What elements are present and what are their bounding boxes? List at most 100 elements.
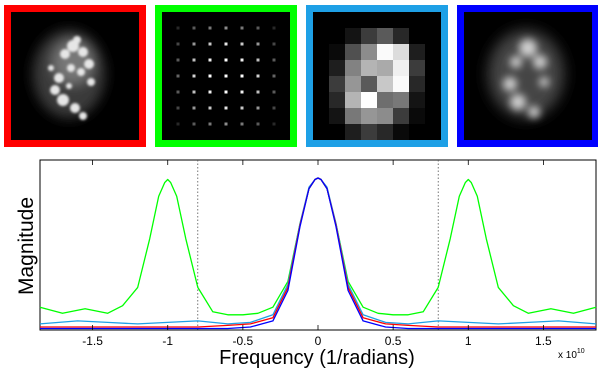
pixel-block — [425, 92, 441, 108]
grid-dot — [224, 26, 228, 30]
x-tick-label: -0.5 — [233, 334, 254, 348]
pixel-block — [409, 60, 425, 76]
x-tick-label: 0 — [315, 334, 322, 348]
pixel-block — [377, 92, 393, 108]
pixel-block — [377, 44, 393, 60]
grid-dot — [224, 90, 228, 94]
pixel-block — [345, 60, 361, 76]
grid-dot — [208, 58, 212, 62]
grid-dot — [272, 106, 276, 110]
pixel-block — [409, 76, 425, 92]
grid-dot — [256, 74, 260, 78]
x-tick-label: 0.5 — [385, 334, 402, 348]
pixel-block — [377, 12, 393, 28]
pixel-block — [393, 44, 409, 60]
original-image-panel — [4, 5, 146, 147]
grid-dot — [256, 58, 260, 62]
pixel-block — [345, 28, 361, 44]
grid-dot — [176, 106, 180, 110]
pixel-block — [345, 76, 361, 92]
grid-dot — [224, 74, 228, 78]
grid-dot — [240, 122, 244, 126]
pixel-block — [313, 108, 329, 124]
x-ticks: -1.5 -1 -0.5 0 0.5 1 1.5 — [82, 160, 552, 348]
pixel-block — [345, 124, 361, 140]
grid-dot — [176, 122, 180, 126]
sampling-grid — [162, 12, 290, 140]
x-multiplier: x 1010 — [558, 348, 585, 361]
pixel-block — [377, 124, 393, 140]
grid-dot — [256, 122, 260, 126]
grid-dot — [192, 26, 196, 30]
grid-dot — [192, 42, 196, 46]
grid-dot — [224, 58, 228, 62]
x-multiplier-exponent: 10 — [577, 348, 585, 355]
x-tick-label: -1 — [162, 334, 173, 348]
grid-dot — [240, 74, 244, 78]
pixel-block — [361, 108, 377, 124]
grid-dot — [192, 58, 196, 62]
pixel-block — [313, 44, 329, 60]
x-tick-label: -1.5 — [82, 334, 103, 348]
grid-dot — [256, 42, 260, 46]
grid-dot — [240, 58, 244, 62]
pixel-block — [329, 108, 345, 124]
pixel-block — [425, 60, 441, 76]
pixel-block — [361, 44, 377, 60]
pixelated-image-panel — [306, 5, 448, 147]
grid-dot — [272, 90, 276, 94]
pixel-block — [361, 76, 377, 92]
pixel-block — [329, 44, 345, 60]
pixel-block — [345, 92, 361, 108]
pixel-block — [329, 92, 345, 108]
pixel-block — [377, 108, 393, 124]
x-tick-label: 1 — [465, 334, 472, 348]
series-line — [40, 177, 596, 330]
pixel-block — [425, 44, 441, 60]
y-axis-label: Magnitude — [15, 197, 38, 295]
grid-dot — [192, 74, 196, 78]
grid-dot — [224, 42, 228, 46]
x-tick-label: 1.5 — [535, 334, 552, 348]
pixel-block — [345, 44, 361, 60]
nyquist-lines — [197, 160, 439, 330]
pixel-block — [313, 124, 329, 140]
pixel-block — [393, 60, 409, 76]
grid-dot — [208, 26, 212, 30]
grid-dot — [240, 42, 244, 46]
grid-dot — [208, 90, 212, 94]
grid-dot — [176, 90, 180, 94]
grid-dot — [240, 106, 244, 110]
grid-dot — [208, 106, 212, 110]
pixel-block — [313, 92, 329, 108]
pixel-block — [329, 28, 345, 44]
pixel-block — [409, 92, 425, 108]
pixel-block — [409, 28, 425, 44]
grid-dot — [176, 58, 180, 62]
grid-dot — [176, 74, 180, 78]
pixel-block — [361, 28, 377, 44]
pixel-block — [409, 12, 425, 28]
pixel-block — [425, 108, 441, 124]
sampling-grid-panel — [155, 5, 297, 147]
blurred-image — [464, 12, 592, 140]
pixel-block — [313, 60, 329, 76]
pixel-block — [329, 12, 345, 28]
grid-dot — [256, 106, 260, 110]
pixel-block — [425, 12, 441, 28]
grid-dot — [272, 26, 276, 30]
grid-dot — [208, 122, 212, 126]
grid-dot — [240, 90, 244, 94]
pixel-block — [329, 76, 345, 92]
pixel-block — [425, 124, 441, 140]
pixel-block — [409, 44, 425, 60]
grid-dot — [256, 26, 260, 30]
grid-dot — [256, 90, 260, 94]
plot-axes — [39, 159, 597, 331]
x-axis-label: Frequency (1/radians) — [219, 347, 415, 369]
pixel-block — [409, 108, 425, 124]
pixel-block — [361, 60, 377, 76]
series-lines — [39, 177, 597, 330]
